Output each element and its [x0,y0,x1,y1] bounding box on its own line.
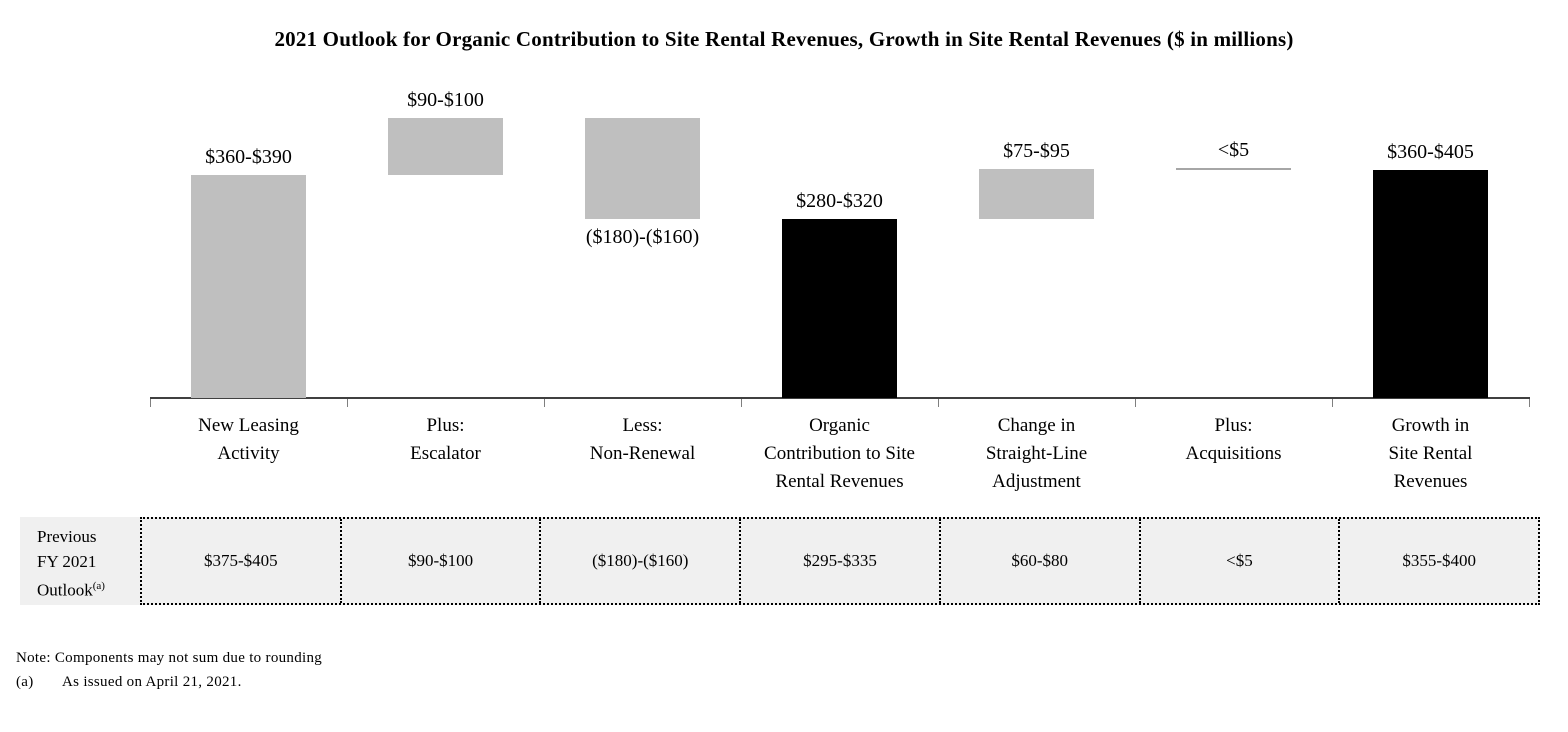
note-text: Note: Components may not sum due to roun… [16,650,323,666]
bar-value-label: $360-$405 [1387,141,1474,164]
axis-tick [1134,399,1136,407]
bar-value-label: ($180)-($160) [585,226,700,249]
bar-value-label: <$5 [1217,138,1250,161]
outlook-table: $375-$405 $90-$100 ($180)-($160) $295-$335 $… [140,517,1540,605]
axis-tick [937,399,939,407]
value-bar [782,219,897,398]
axis-tick [346,399,348,407]
category-label-line: Plus: [426,415,465,436]
outlook-value-cell: $90-$100 [339,519,540,603]
axis-tick [740,399,742,407]
axis-tick [149,399,151,407]
outlook-header-line: Previous [37,527,97,546]
outlook-header-line: FY 2021 [37,552,97,571]
category-label-line: Rental Revenues [775,471,904,492]
axis-tick [1528,399,1530,407]
value-bar [1373,170,1488,398]
category-label-line: Organic [809,415,870,436]
outlook-value-cell: $355-$400 [1338,519,1538,603]
category-label: New Leasing Activity [150,412,347,468]
category-label-line: Acquisitions [1185,443,1282,464]
acquisitions-line-bar [1176,167,1291,170]
category-label-line: New Leasing [198,415,299,436]
category-label-line: Escalator [410,443,481,464]
category-label-line: Revenues [1393,471,1468,492]
category-label-line: Site Rental [1388,443,1473,464]
outlook-table-header: Previous FY 2021 Outlook(a) [20,517,140,605]
category-label: Plus: Acquisitions [1135,412,1332,468]
category-label: Growth in Site Rental Revenues [1332,412,1529,496]
outlook-header-line: Outlook(a) [37,580,105,600]
category-label: Organic Contribution to Site Rental Revenu… [741,412,938,496]
page-title: 2021 Outlook for Organic Contribution to… [274,27,1294,51]
bar-value-label: $90-$100 [407,89,484,111]
value-bar [388,118,503,175]
outlook-value-cell: ($180)-($160) [539,519,739,603]
footnote-ref: (a) [92,580,105,592]
waterfall-chart: $360-$390 New Leasing Activity $90-$100 Plus… [149,89,1530,496]
value-bar [191,174,306,398]
category-label-line: Less: [622,415,663,436]
category-label-line: Change in [997,415,1076,436]
outlook-value-cell: $375-$405 [204,551,278,570]
outlook-value-cell: $295-$335 [739,519,939,603]
category-label-line: Plus: [1214,415,1253,436]
outlook-value-cell: <$5 [1138,519,1339,603]
category-label: Plus: Escalator [347,412,544,468]
footnote: (a) As issued on April 21, 2021. [16,674,242,691]
footnote-marker: (a) [16,674,34,690]
outlook-value-cell: $60-$80 [938,519,1139,603]
category-label: Less: Non-Renewal [544,412,741,468]
category-label-line: Straight-Line [985,443,1088,464]
axis-tick [1331,399,1333,407]
category-label-line: Adjustment [992,471,1081,492]
category-label-line: Non-Renewal [589,443,696,464]
value-bar [585,118,700,220]
category-label-line: Activity [217,443,280,464]
value-bar [979,168,1094,220]
footnote-text: As issued on April 21, 2021. [62,674,242,690]
category-label-line: Contribution to Site [764,443,915,464]
axis-tick [543,399,545,407]
x-axis-line [150,397,1530,399]
category-label-line: Growth in [1391,415,1470,436]
category-label: Change in Straight-Line Adjustment [938,412,1135,496]
bar-value-label: $75-$95 [1003,139,1070,162]
bar-value-label: $280-$320 [796,190,883,213]
bar-value-label: $360-$390 [205,145,292,168]
